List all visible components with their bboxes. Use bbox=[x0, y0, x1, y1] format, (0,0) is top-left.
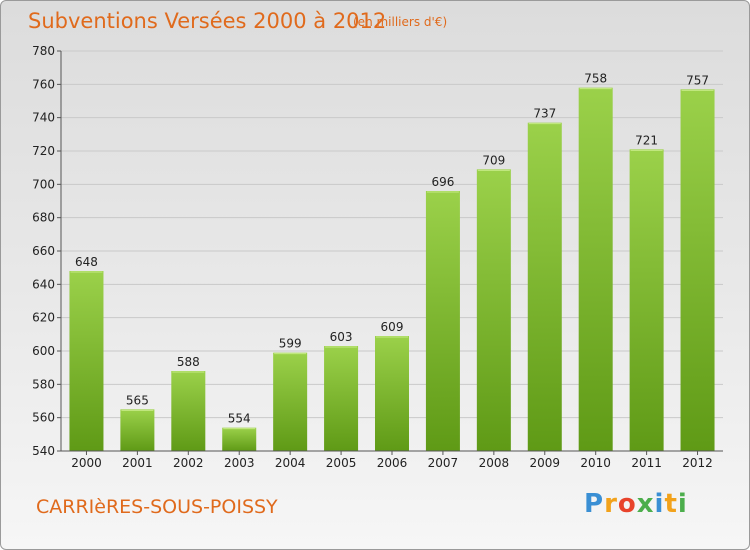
bar-2002 bbox=[171, 371, 206, 451]
y-tick-label: 600 bbox=[32, 344, 55, 358]
data-label: 696 bbox=[431, 175, 454, 189]
proxiti-logo: Proxiti bbox=[584, 489, 688, 519]
data-label: 721 bbox=[635, 133, 658, 147]
y-tick-label: 660 bbox=[32, 244, 55, 258]
bar-2003 bbox=[222, 427, 257, 451]
data-label: 609 bbox=[381, 320, 404, 334]
y-tick-label: 680 bbox=[32, 211, 55, 225]
bar-2000 bbox=[69, 271, 104, 451]
y-tick-label: 560 bbox=[32, 411, 55, 425]
bar-2010 bbox=[578, 87, 613, 452]
commune-name: CARRIèRES-SOUS-POISSY bbox=[36, 496, 278, 518]
data-label: 648 bbox=[75, 255, 98, 269]
data-label: 588 bbox=[177, 355, 200, 369]
data-label: 737 bbox=[533, 107, 556, 121]
bar-2011 bbox=[629, 149, 664, 452]
x-tick-label: 2003 bbox=[224, 456, 255, 470]
data-label: 709 bbox=[482, 153, 505, 167]
y-tick-label: 700 bbox=[32, 177, 55, 191]
x-tick-label: 2000 bbox=[71, 456, 102, 470]
y-tick-label: 760 bbox=[32, 77, 55, 91]
y-tick-label: 620 bbox=[32, 311, 55, 325]
logo-letter: i bbox=[654, 489, 665, 519]
data-label: 757 bbox=[686, 73, 709, 87]
x-tick-label: 2010 bbox=[580, 456, 611, 470]
x-tick-label: 2001 bbox=[122, 456, 153, 470]
logo-letter: x bbox=[636, 489, 655, 519]
x-tick-label: 2007 bbox=[428, 456, 459, 470]
data-label: 599 bbox=[279, 337, 302, 351]
x-tick-label: 2004 bbox=[275, 456, 306, 470]
logo-letter: P bbox=[584, 489, 605, 519]
y-tick-label: 740 bbox=[32, 111, 55, 125]
y-tick-label: 780 bbox=[32, 44, 55, 58]
bar-2001 bbox=[120, 409, 155, 451]
logo-letter: r bbox=[604, 489, 618, 519]
x-tick-label: 2009 bbox=[529, 456, 560, 470]
data-label: 603 bbox=[330, 330, 353, 344]
chart-title: Subventions Versées 2000 à 2012 bbox=[28, 9, 387, 33]
y-tick-label: 540 bbox=[32, 444, 55, 458]
chart-subtitle: (en milliers d'€) bbox=[353, 15, 448, 29]
bar-2005 bbox=[324, 346, 359, 451]
x-tick-label: 2012 bbox=[682, 456, 713, 470]
x-tick-label: 2008 bbox=[479, 456, 510, 470]
logo-letter: i bbox=[677, 489, 688, 519]
bar-2006 bbox=[375, 336, 409, 451]
bar-2008 bbox=[476, 169, 511, 452]
x-tick-label: 2005 bbox=[326, 456, 357, 470]
x-tick-label: 2006 bbox=[377, 456, 408, 470]
y-tick-label: 640 bbox=[32, 277, 55, 291]
x-tick-label: 2011 bbox=[631, 456, 662, 470]
y-tick-label: 720 bbox=[32, 144, 55, 158]
logo-letter: o bbox=[617, 489, 637, 519]
data-label: 565 bbox=[126, 393, 149, 407]
x-tick-label: 2002 bbox=[173, 456, 204, 470]
bar-2007 bbox=[425, 191, 460, 451]
y-tick-label: 580 bbox=[32, 377, 55, 391]
data-label: 758 bbox=[584, 72, 607, 86]
bar-2009 bbox=[527, 122, 562, 452]
bar-2004 bbox=[273, 352, 308, 451]
bar-2012 bbox=[680, 89, 715, 451]
logo-letter: t bbox=[664, 489, 678, 519]
data-label: 554 bbox=[228, 412, 251, 426]
